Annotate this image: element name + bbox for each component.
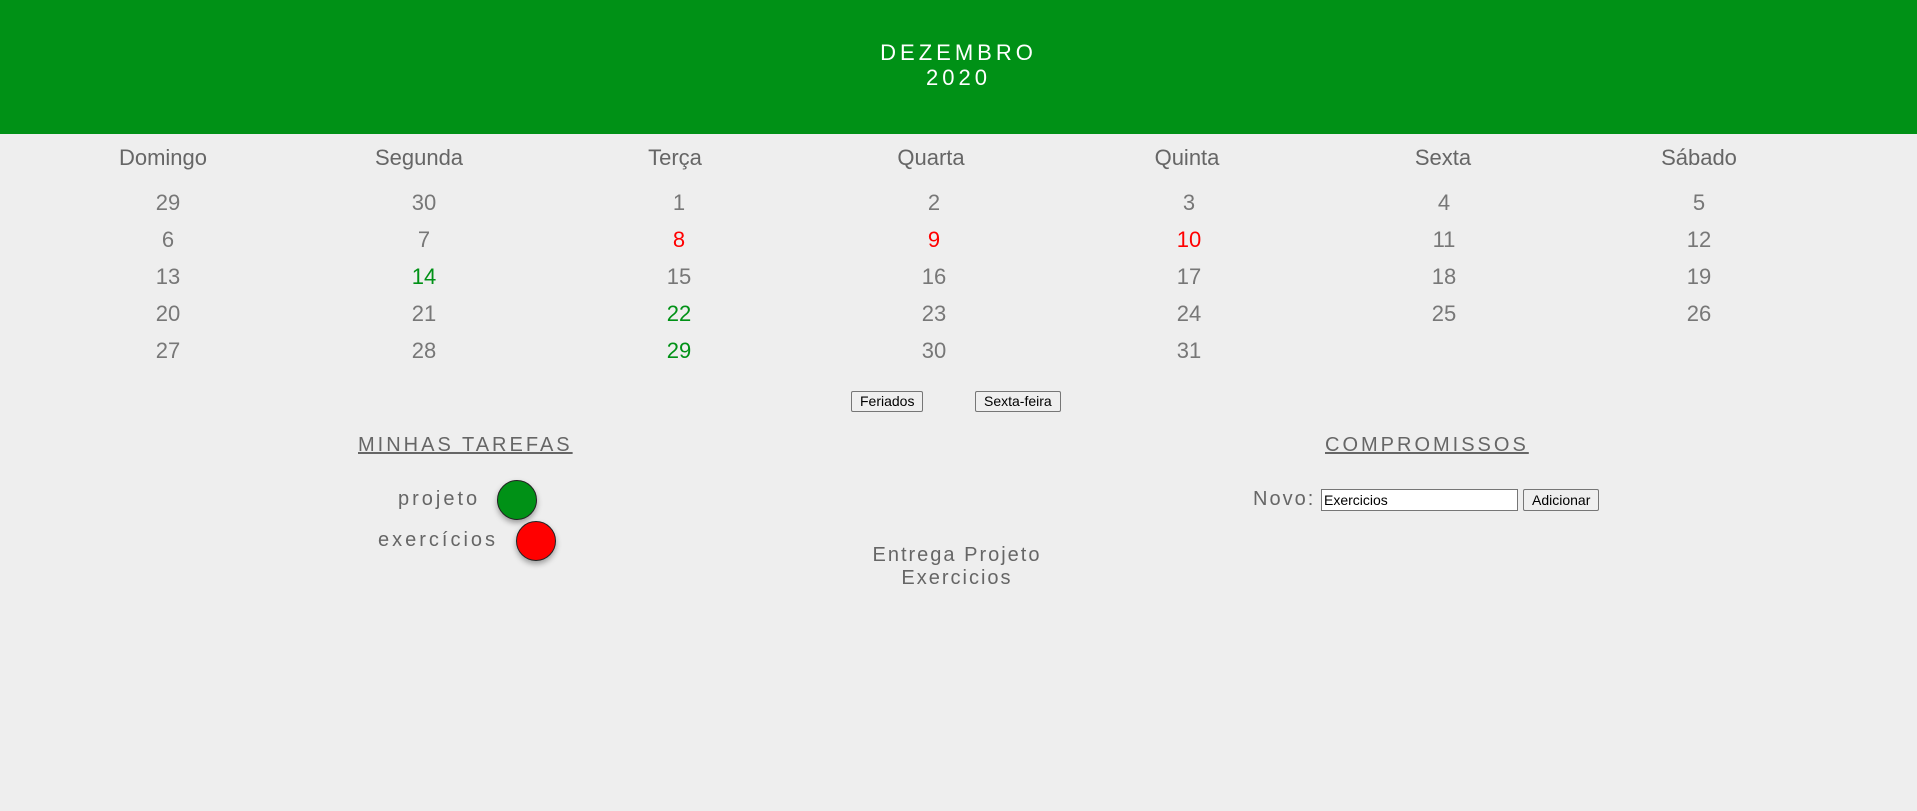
appointment-item: Entrega Projeto — [872, 544, 1042, 566]
day-cell[interactable]: 27 — [155, 338, 181, 363]
holidays-button[interactable]: Feriados — [851, 391, 924, 412]
day-cell[interactable]: 7 — [417, 227, 431, 252]
weekday-header-row: Domingo Segunda Terça Quarta Quinta Sexta Sába… — [0, 145, 1917, 175]
day-cell[interactable]: 6 — [161, 227, 175, 252]
weekday-label: Segunda — [374, 145, 464, 170]
weekday-label: Quinta — [1154, 145, 1220, 170]
day-cell[interactable]: 29 — [666, 338, 692, 363]
day-cell[interactable]: 20 — [155, 301, 181, 326]
day-cell[interactable]: 30 — [411, 190, 437, 215]
month-name: DEZEMBRO — [880, 40, 1037, 65]
appointment-item: Exercicios — [901, 567, 1013, 589]
weekday-label: Terça — [648, 145, 702, 170]
day-cell[interactable]: 15 — [666, 264, 692, 289]
day-cell[interactable]: 18 — [1431, 264, 1457, 289]
task-label-projeto: projeto — [398, 488, 481, 510]
add-appointment-button[interactable]: Adicionar — [1523, 489, 1600, 511]
tasks-title: MINHAS TAREFAS — [358, 434, 573, 456]
day-cell[interactable]: 13 — [155, 264, 181, 289]
new-appointment-label: Novo: — [1253, 488, 1316, 510]
day-cell[interactable]: 21 — [411, 301, 437, 326]
year: 2020 — [926, 65, 991, 90]
weekday-label: Domingo — [118, 145, 208, 170]
day-cell[interactable]: 29 — [155, 190, 181, 215]
day-cell[interactable]: 28 — [411, 338, 437, 363]
weekday-label: Sexta — [1414, 145, 1472, 170]
day-cell[interactable]: 1 — [672, 190, 686, 215]
task-label-exercicios: exercícios — [378, 529, 499, 551]
day-cell[interactable]: 22 — [666, 301, 692, 326]
day-cell[interactable]: 11 — [1432, 227, 1456, 252]
day-cell[interactable]: 5 — [1692, 190, 1706, 215]
weekday-label: Quarta — [897, 145, 965, 170]
day-cell[interactable]: 8 — [672, 227, 686, 252]
day-cell[interactable]: 2 — [927, 190, 941, 215]
month-header: DEZEMBRO 2020 — [0, 0, 1917, 134]
day-cell[interactable]: 4 — [1437, 190, 1451, 215]
day-cell[interactable]: 9 — [927, 227, 941, 252]
day-cell[interactable]: 30 — [921, 338, 947, 363]
day-cell[interactable]: 25 — [1431, 301, 1457, 326]
appointment-list: Entrega Projeto Exercicios — [800, 544, 1114, 590]
day-cell[interactable]: 24 — [1176, 301, 1202, 326]
day-cell[interactable]: 3 — [1182, 190, 1196, 215]
appointments-title: COMPROMISSOS — [1325, 434, 1529, 456]
day-cell[interactable]: 14 — [411, 264, 437, 289]
day-cell[interactable]: 31 — [1176, 338, 1202, 363]
day-cell[interactable]: 23 — [921, 301, 947, 326]
day-cell[interactable]: 10 — [1176, 227, 1202, 252]
day-cell[interactable]: 12 — [1686, 227, 1712, 252]
day-cell[interactable]: 19 — [1686, 264, 1712, 289]
new-appointment-input[interactable] — [1321, 489, 1518, 511]
task-color-dot-exercicios[interactable] — [516, 521, 556, 561]
day-cell[interactable]: 17 — [1176, 264, 1202, 289]
friday-button[interactable]: Sexta-feira — [975, 391, 1061, 412]
day-cell[interactable]: 16 — [921, 264, 947, 289]
day-cell[interactable]: 26 — [1686, 301, 1712, 326]
task-color-dot-projeto[interactable] — [497, 480, 537, 520]
weekday-label: Sábado — [1661, 145, 1737, 170]
